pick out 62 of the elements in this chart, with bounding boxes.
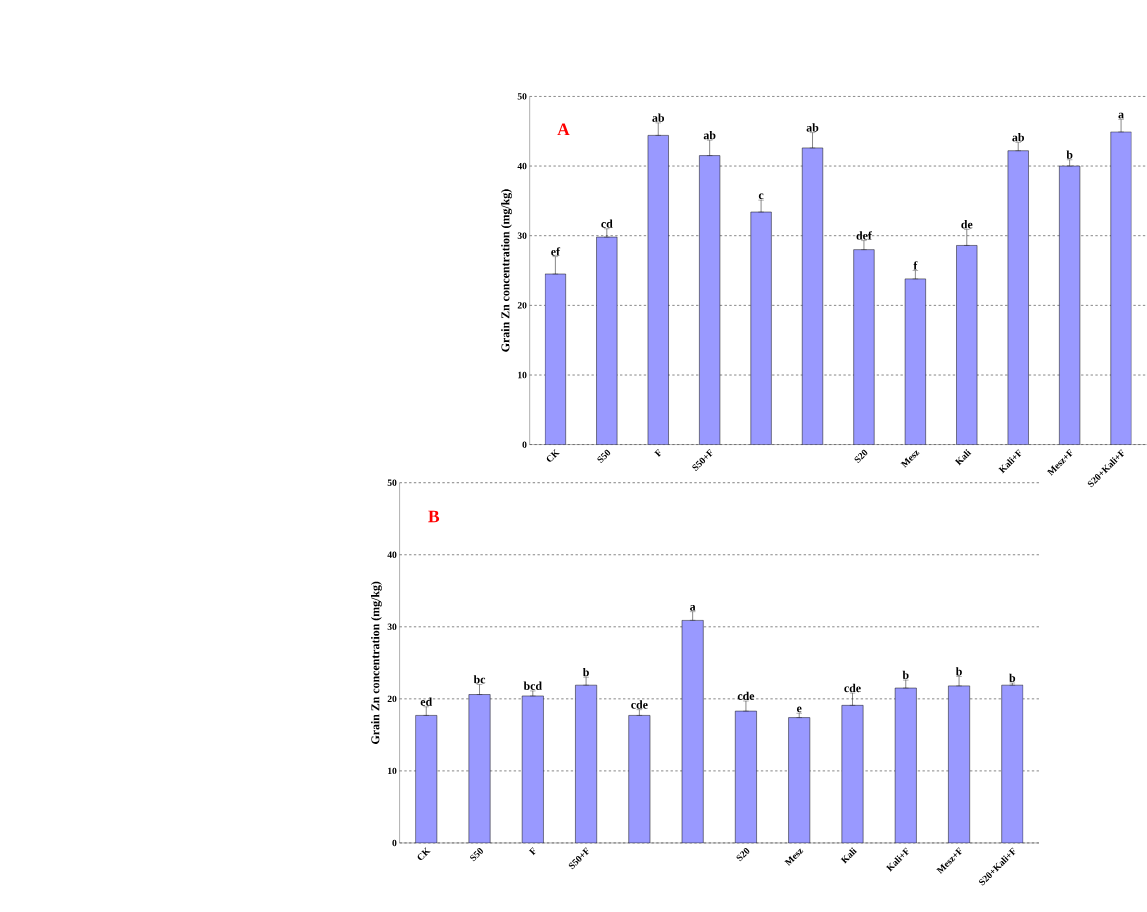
y-tick-label: 20 [387,695,397,702]
x-tick-label: S20 [736,848,750,862]
y-tick-label: 10 [518,371,527,379]
x-tick-label: CK [417,847,431,860]
data-label: bc [473,675,486,684]
bar [788,717,810,843]
data-label: cde [737,691,755,700]
y-tick-label: 30 [387,623,397,630]
bar [468,694,491,843]
y-tick-label: 30 [517,232,527,239]
data-label: ef [551,247,561,256]
y-axis-title: Grain Zn concentration (mg/kg) [371,581,382,744]
data-label: b [582,667,589,677]
data-label: ab [1012,133,1025,142]
data-label: cde [631,700,648,709]
x-tick-label: CK [546,449,560,462]
data-label: f [913,261,918,270]
y-tick-label: 20 [517,302,527,309]
y-tick-label: 10 [388,767,397,775]
data-label: cd [601,219,613,228]
x-tick-label: F [528,847,536,856]
y-tick-label: 40 [517,162,527,170]
y-axis-title: Grain Zn concentration (mg/kg) [501,189,512,352]
x-tick-label: S20 [854,449,868,464]
x-tick-label: S50 [597,449,611,464]
annotation: A [557,123,570,136]
data-label: cde [844,683,861,693]
bar [750,211,772,445]
data-label: bcd [523,681,542,690]
y-tick-label: 50 [517,93,527,100]
data-label: a [1118,112,1124,119]
bar [895,688,917,843]
data-label: de [961,220,973,229]
data-label: ab [806,123,819,132]
x-tick-label: S50 [470,848,483,862]
data-label: ab [652,113,665,122]
data-label: c [758,193,764,200]
data-label: ed [420,697,433,706]
bar [735,711,757,843]
bar [415,715,437,843]
x-tick-label: F [654,448,661,457]
annotation: B [428,510,440,523]
bar [681,620,704,843]
y-tick-label: 50 [387,479,397,486]
bar [1110,131,1132,445]
data-label: ab [703,130,716,140]
data-label: b [955,667,962,676]
y-tick-label: 40 [387,551,397,558]
bar [628,715,651,843]
data-label: a [690,604,696,611]
bar [575,685,597,843]
data-label: b [1066,150,1073,159]
bar [948,685,970,843]
data-label: b [902,670,909,680]
y-tick-label: 0 [522,441,527,448]
data-label: b [1009,673,1016,682]
bar [522,695,544,843]
bar [841,705,864,843]
data-label: def [856,231,872,240]
bar [1001,684,1024,843]
y-tick-label: 0 [392,839,397,847]
data-label: e [796,706,802,713]
